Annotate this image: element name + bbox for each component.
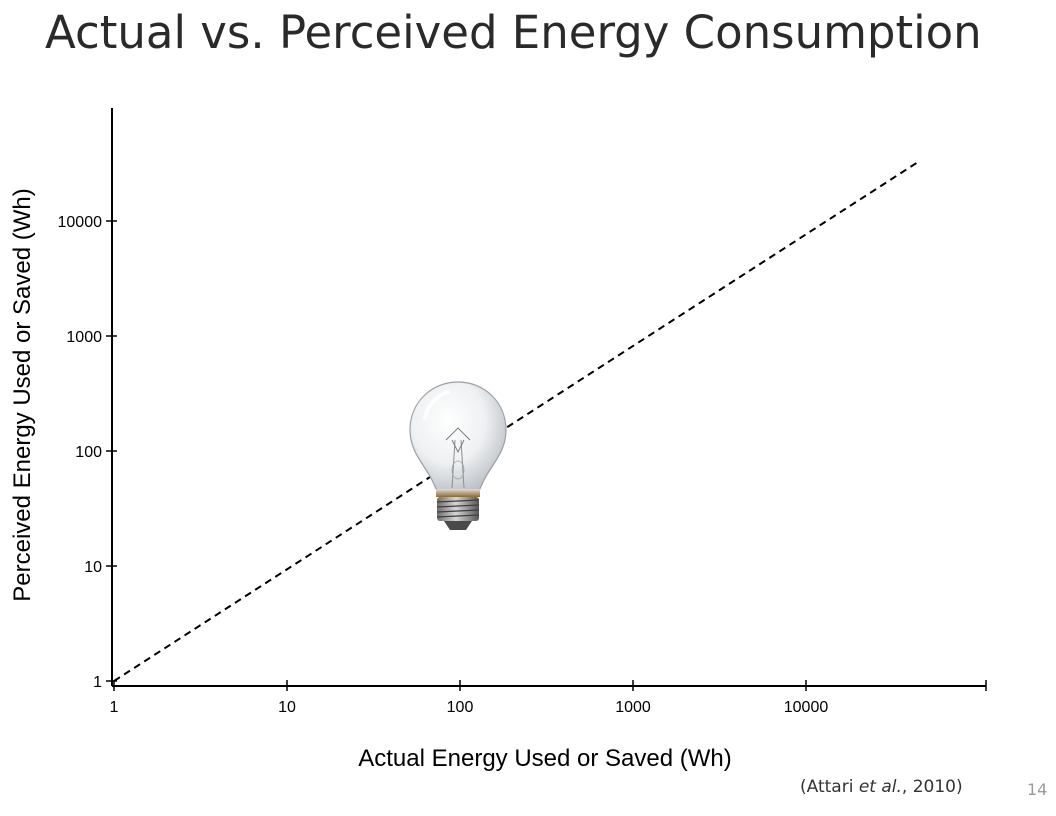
y-tick-label: 1000 <box>66 329 102 346</box>
x-tick-label: 10000 <box>784 699 829 716</box>
light-bulb-icon <box>409 381 507 530</box>
x-tick-label: 1000 <box>615 699 651 716</box>
y-tick-label: 10000 <box>58 214 103 231</box>
slide-number: 14 <box>1027 780 1048 799</box>
y-tick-label: 10 <box>84 559 102 576</box>
citation-close: , 2010) <box>901 777 963 797</box>
y-tick-label: 100 <box>75 444 102 461</box>
citation: (Attari et al., 2010) <box>800 777 963 797</box>
x-tick-label: 100 <box>447 699 474 716</box>
tick-labels: 1 10 100 1000 10000 1 10 100 1000 10000 <box>58 214 829 716</box>
x-axis-title: Actual Energy Used or Saved (Wh) <box>358 745 732 772</box>
series-layer <box>113 160 920 682</box>
y-tick-label: 1 <box>93 674 102 691</box>
x-tick-label: 1 <box>110 699 119 716</box>
y-axis-title: Perceived Energy Used or Saved (Wh) <box>9 188 36 602</box>
slide-title: Actual vs. Perceived Energy Consumption <box>45 6 982 59</box>
x-tick-label: 10 <box>278 699 296 716</box>
axes <box>111 108 986 687</box>
citation-etal: et al. <box>858 777 902 797</box>
ticks <box>106 220 987 691</box>
series-line <box>113 160 920 682</box>
citation-open: (Attari <box>800 777 859 797</box>
